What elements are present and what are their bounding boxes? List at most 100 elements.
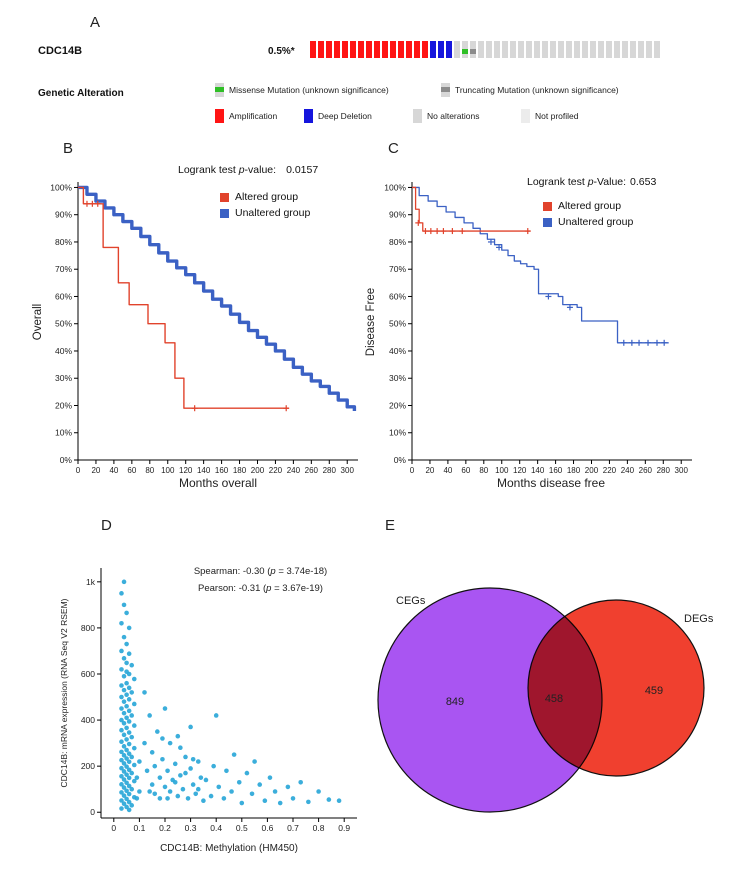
svg-text:0%: 0% bbox=[394, 455, 407, 465]
svg-text:0.2: 0.2 bbox=[159, 823, 171, 833]
venn-cegs-label: CEGs bbox=[396, 595, 426, 607]
svg-text:0%: 0% bbox=[60, 455, 73, 465]
svg-text:20: 20 bbox=[91, 466, 100, 475]
legend-item-missense: Missense Mutation (unknown significance) bbox=[215, 83, 389, 97]
legend-label: Deep Deletion bbox=[318, 111, 372, 121]
oncoprint-bar-no_alteration bbox=[646, 41, 652, 58]
annotation-p: p bbox=[238, 164, 245, 176]
oncoprint-bar-no_alteration bbox=[574, 41, 580, 58]
legend-label: No alterations bbox=[427, 111, 480, 121]
oncoprint-bar-no_alteration bbox=[638, 41, 644, 58]
svg-text:140: 140 bbox=[197, 466, 211, 475]
legend-label: Missense Mutation (unknown significance) bbox=[229, 85, 389, 95]
panel-e-label: E bbox=[385, 517, 396, 534]
stat-text: = 3.74e-18) bbox=[275, 566, 328, 577]
deep-deletion-swatch-icon bbox=[304, 109, 313, 123]
svg-text:0.9: 0.9 bbox=[338, 823, 350, 833]
oncoprint-bar-no_alteration bbox=[454, 41, 460, 58]
svg-text:800: 800 bbox=[81, 623, 95, 633]
svg-text:160: 160 bbox=[549, 466, 563, 475]
oncoprint-bar-no_alteration bbox=[582, 41, 588, 58]
svg-text:60: 60 bbox=[461, 466, 470, 475]
svg-text:20: 20 bbox=[425, 466, 434, 475]
svg-text:40: 40 bbox=[443, 466, 452, 475]
annotation-text: Logrank test bbox=[527, 176, 588, 188]
oncoprint-bar-amplification bbox=[310, 41, 316, 58]
stat-text: = 3.67e-19) bbox=[271, 583, 323, 594]
oncoprint-bar-no_alteration bbox=[566, 41, 572, 58]
svg-text:0.3: 0.3 bbox=[185, 823, 197, 833]
legend-label: Truncating Mutation (unknown significanc… bbox=[455, 85, 619, 95]
svg-text:280: 280 bbox=[657, 466, 671, 475]
oncoprint-bar-no_alteration bbox=[622, 41, 628, 58]
altered-group-swatch-icon bbox=[543, 201, 552, 211]
disease-free-x-axis-label: Months disease free bbox=[496, 476, 606, 490]
svg-text:200: 200 bbox=[585, 466, 599, 475]
svg-text:80: 80 bbox=[145, 466, 154, 475]
legend-label: Not profiled bbox=[535, 111, 579, 121]
oncoprint-bar-amplification bbox=[398, 41, 404, 58]
venn-degs-label: DEGs bbox=[684, 613, 714, 625]
svg-text:0: 0 bbox=[111, 823, 116, 833]
svg-text:100: 100 bbox=[161, 466, 175, 475]
oncoprint-bar-no_alteration bbox=[494, 41, 500, 58]
annotation-text: -Value: bbox=[593, 176, 627, 188]
oncoprint-bar-deep_deletion bbox=[438, 41, 444, 58]
svg-text:60%: 60% bbox=[55, 291, 72, 301]
oncoprint-bar-amplification bbox=[334, 41, 340, 58]
oncoprint-bar-amplification bbox=[358, 41, 364, 58]
venn-degs-circle bbox=[527, 599, 705, 777]
annotation-text: Logrank test bbox=[178, 164, 239, 176]
oncoprint-bar-no_alteration bbox=[606, 41, 612, 58]
svg-text:120: 120 bbox=[179, 466, 193, 475]
svg-text:90%: 90% bbox=[389, 210, 406, 220]
svg-text:100%: 100% bbox=[384, 182, 406, 192]
venn-diagram: CEGs DEGs 849 458 459 bbox=[377, 587, 714, 813]
svg-text:30%: 30% bbox=[389, 373, 406, 383]
svg-text:0.7: 0.7 bbox=[287, 823, 299, 833]
legend-item-no-alterations: No alterations bbox=[413, 109, 479, 123]
oncoprint-bar-no_alteration bbox=[534, 41, 540, 58]
oncoprint-bar-amplification bbox=[318, 41, 324, 58]
oncoprint-strip bbox=[310, 41, 662, 58]
legend-item-amplification: Amplification bbox=[215, 109, 277, 123]
svg-text:0.8: 0.8 bbox=[313, 823, 325, 833]
stat-p: p bbox=[270, 566, 276, 577]
oncoprint-bar-no_alteration bbox=[654, 41, 660, 58]
unaltered-group-swatch-icon bbox=[543, 217, 552, 227]
oncoprint-bar-no_alteration bbox=[518, 41, 524, 58]
svg-text:1k: 1k bbox=[86, 577, 96, 587]
legend-label: Altered group bbox=[235, 191, 299, 203]
svg-text:80%: 80% bbox=[389, 237, 406, 247]
svg-text:180: 180 bbox=[233, 466, 247, 475]
gene-name: CDC14B bbox=[38, 45, 83, 57]
oncoprint-bar-no_alteration bbox=[630, 41, 636, 58]
oncoprint-bar-amplification bbox=[374, 41, 380, 58]
logrank-overall-annotation: Logrank test p-value: 0.0157 bbox=[178, 164, 318, 176]
svg-text:140: 140 bbox=[531, 466, 545, 475]
legend-label: Altered group bbox=[558, 200, 622, 212]
oncoprint-bar-no_alteration bbox=[590, 41, 596, 58]
svg-text:0: 0 bbox=[90, 807, 95, 817]
svg-text:260: 260 bbox=[639, 466, 653, 475]
legend-row-altered: Altered group bbox=[543, 200, 633, 212]
svg-text:70%: 70% bbox=[389, 264, 406, 274]
spearman-stat: Spearman: -0.30 (p = 3.74e-18) bbox=[158, 563, 363, 580]
oncoprint-bar-amplification bbox=[366, 41, 372, 58]
svg-text:40: 40 bbox=[109, 466, 118, 475]
genetic-alteration-label: Genetic Alteration bbox=[38, 88, 124, 99]
legend-row-unaltered: Unaltered group bbox=[220, 207, 310, 219]
truncating-swatch-icon bbox=[441, 83, 450, 97]
svg-text:10%: 10% bbox=[55, 428, 72, 438]
km-overall-plot: 0 20 40 60 80 100 120 140 160 180 200 220 240 260 280 3… bbox=[50, 182, 358, 475]
stat-p: p bbox=[266, 583, 272, 594]
oncoprint-bar-no_alteration bbox=[558, 41, 564, 58]
svg-text:0.6: 0.6 bbox=[261, 823, 273, 833]
oncoprint-bar-no_alteration bbox=[510, 41, 516, 58]
overall-y-axis-label: Overall bbox=[32, 303, 44, 341]
svg-text:220: 220 bbox=[603, 466, 617, 475]
logrank-disease-free-annotation: Logrank test p-Value: 0.653 bbox=[527, 176, 656, 188]
scatter-x-axis-label: CDC14B: Methylation (HM450) bbox=[160, 843, 298, 854]
svg-text:0.1: 0.1 bbox=[133, 823, 145, 833]
svg-text:600: 600 bbox=[81, 669, 95, 679]
